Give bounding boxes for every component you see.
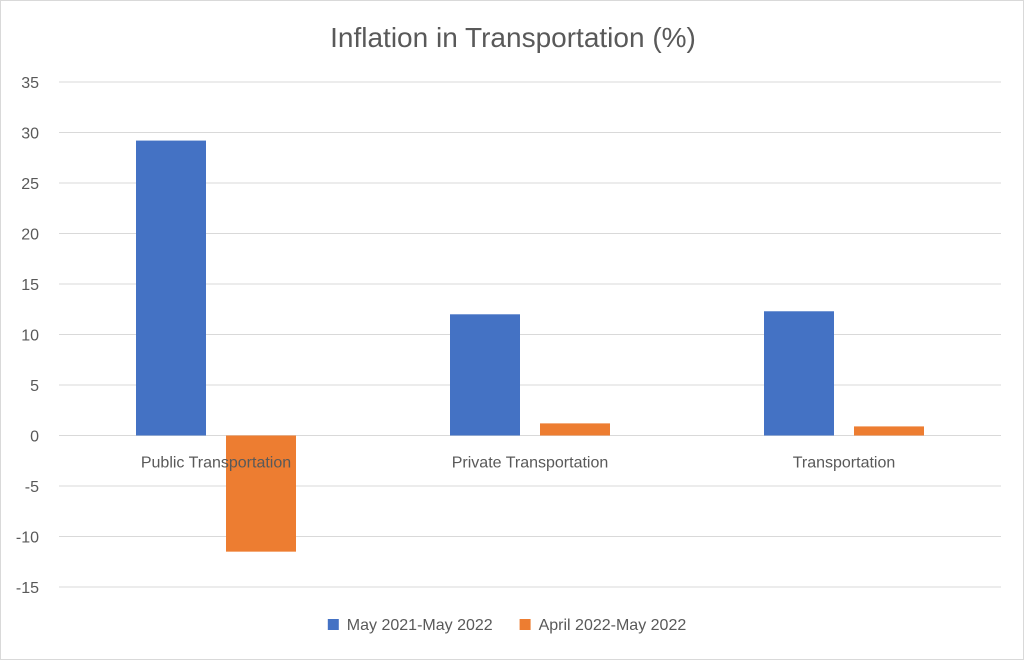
gridlines: [59, 81, 1001, 588]
chart-title: Inflation in Transportation (%): [330, 22, 696, 53]
legend-swatch: [519, 619, 531, 630]
x-axis-categories: Public Transportation Private Transportat…: [141, 455, 895, 472]
bar-monthly: [226, 435, 296, 552]
legend: May 2021-May 2022 April 2022-May 2022: [327, 617, 687, 634]
y-tick-label: 30: [21, 126, 39, 143]
x-category-label: Private Transportation: [452, 455, 609, 472]
y-tick-label: 0: [30, 429, 39, 446]
y-tick-label: 15: [21, 277, 39, 294]
legend-swatch: [327, 619, 339, 630]
y-tick-label: 10: [21, 328, 39, 345]
y-tick-label: 25: [21, 176, 39, 193]
y-tick-label: -15: [16, 580, 39, 597]
y-tick-label: -10: [16, 530, 39, 547]
x-category-label: Public Transportation: [141, 455, 291, 472]
y-tick-label: 35: [21, 75, 39, 92]
bar-monthly: [540, 423, 610, 436]
y-axis-ticks: 35 30 25 20 15 10 5 0 -5 -10 -15: [16, 75, 39, 597]
bar-annual: [764, 311, 834, 436]
y-tick-label: 20: [21, 227, 39, 244]
legend-label: April 2022-May 2022: [539, 617, 687, 634]
bar-monthly: [854, 426, 924, 436]
bars: [136, 140, 924, 552]
x-category-label: Transportation: [793, 455, 896, 472]
bar-annual: [136, 140, 206, 436]
y-tick-label: 5: [30, 378, 39, 395]
legend-label: May 2021-May 2022: [347, 617, 493, 634]
y-tick-label: -5: [25, 479, 39, 496]
bar-annual: [450, 314, 520, 436]
